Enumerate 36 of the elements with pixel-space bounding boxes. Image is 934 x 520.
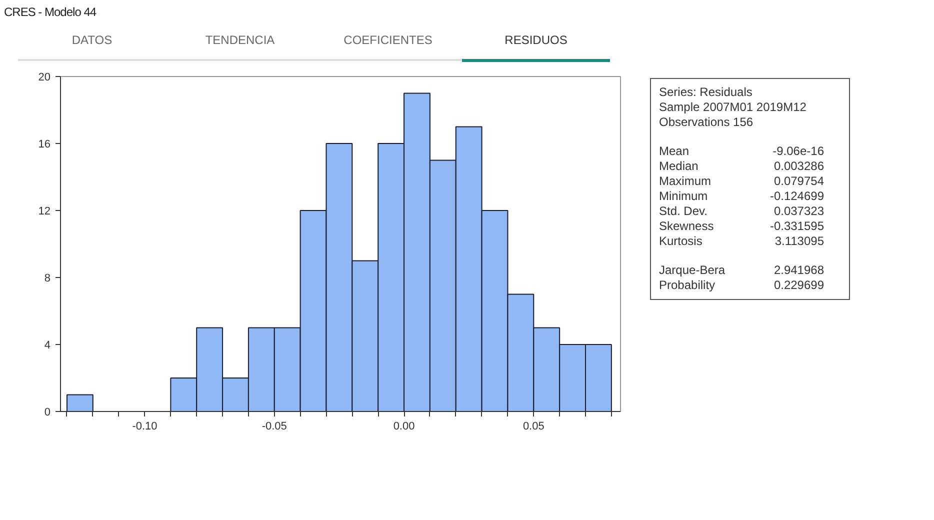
text: Std. Dev. (659, 204, 708, 219)
text: Kurtosis (659, 234, 704, 249)
y-tick-label: 8 (44, 272, 51, 284)
x-tick-label: -0.05 (262, 420, 287, 432)
text: -0.331595 (768, 219, 824, 234)
text: 2.941968 (772, 263, 824, 278)
text: Jarque-Bera (659, 263, 726, 278)
x-tick-label: -0.10 (132, 420, 158, 432)
y-tick-label: 20 (38, 72, 51, 84)
text: Probability (659, 278, 716, 293)
y-tick-label: 12 (38, 206, 51, 218)
text: Observations 156 (659, 115, 754, 130)
text: Skewness (659, 219, 715, 234)
y-tick-label: 16 (38, 138, 51, 150)
text: Minimum (659, 189, 709, 204)
y-tick-label: 0 (44, 406, 51, 418)
text: -0.124699 (768, 189, 824, 204)
y-tick-label: 4 (44, 340, 51, 352)
x-tick-label: 0.05 (522, 420, 544, 432)
text: DATOS (18, 26, 166, 62)
chart-title: CRES - Modelo 44 (4, 4, 96, 21)
text: Mean (659, 144, 690, 159)
text: -9.06e-16 (772, 144, 824, 159)
text: COEFICIENTES (314, 26, 462, 62)
text: 3.113095 (774, 234, 824, 249)
text: Series: Residuals (659, 85, 754, 100)
text: Maximum (659, 174, 712, 189)
text: 0.003286 (772, 159, 824, 174)
text: 0.079754 (772, 174, 824, 189)
text: TENDENCIA (166, 26, 314, 62)
text: RESIDUOS (462, 26, 610, 62)
text: 0.037323 (772, 204, 824, 219)
text: 0.229699 (772, 278, 824, 293)
text: Median (659, 159, 700, 174)
x-tick-label: 0.00 (393, 420, 415, 432)
text: Sample 2007M01 2019M12 (659, 100, 808, 115)
